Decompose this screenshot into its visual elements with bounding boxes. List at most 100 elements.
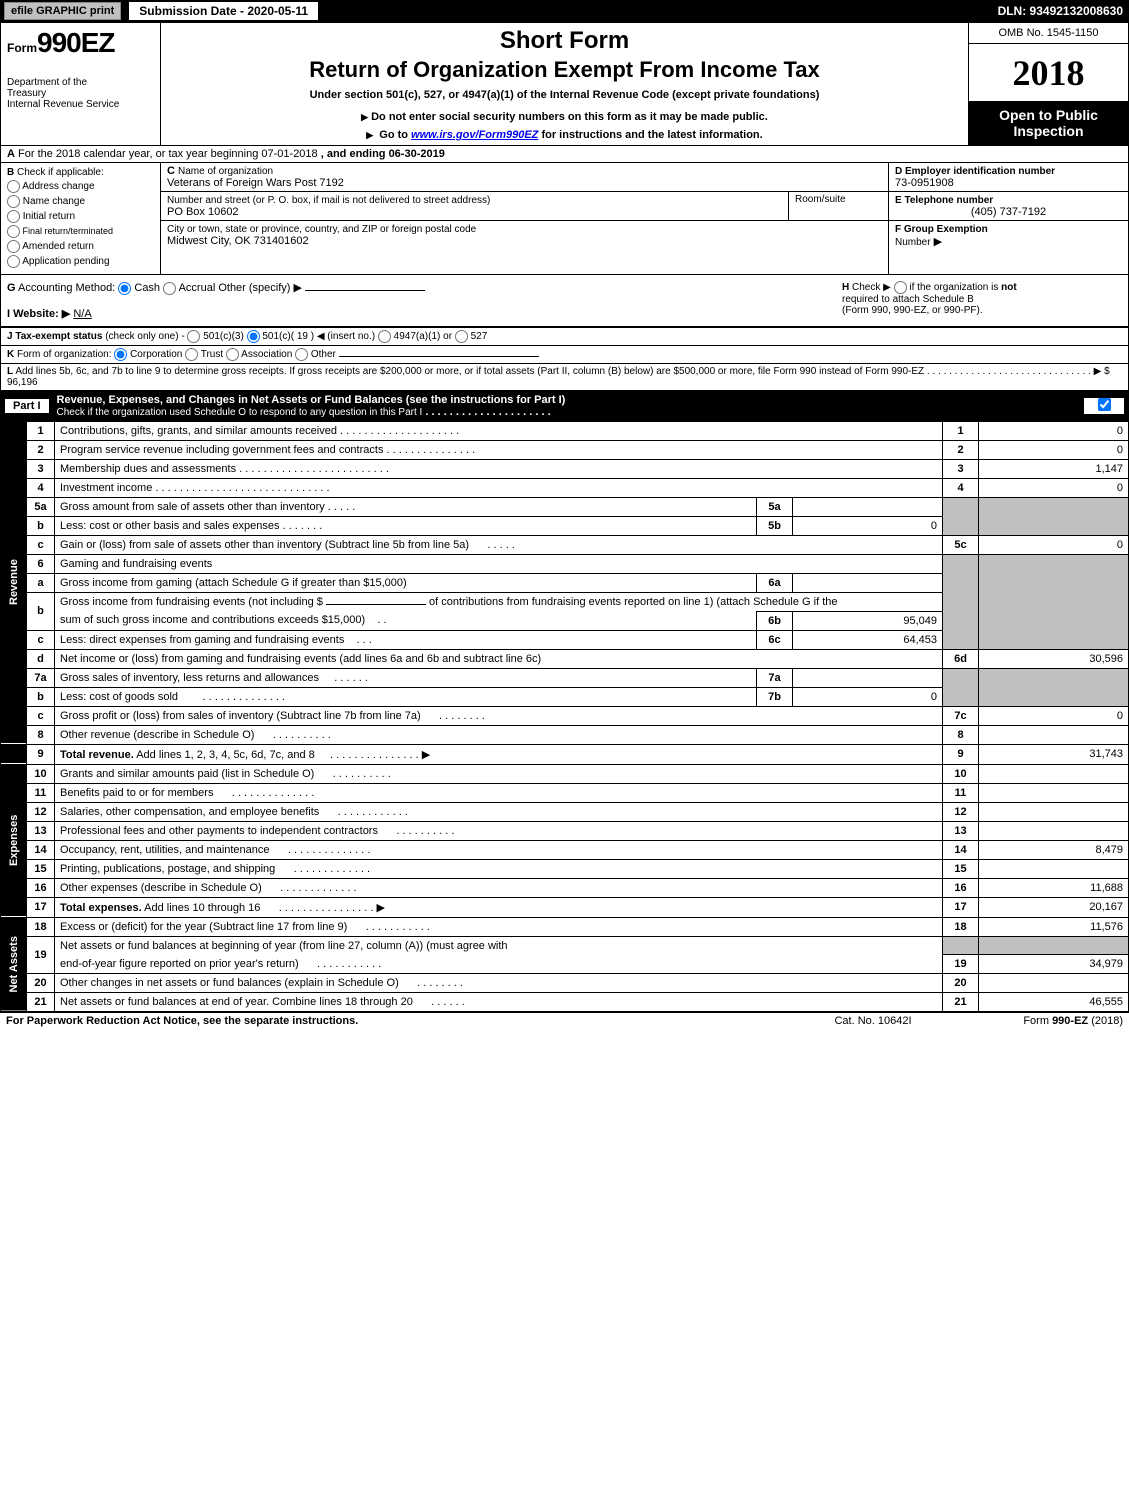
line-17-amt: 20,167 <box>979 897 1129 917</box>
lines-table: Revenue 1 Contributions, gifts, grants, … <box>0 421 1129 1013</box>
line-12-num: 12 <box>27 802 55 821</box>
line-11-num: 11 <box>27 783 55 802</box>
part1-checkbox[interactable] <box>1098 398 1111 411</box>
radio-4947[interactable] <box>378 330 391 343</box>
line-6c-desc: Less: direct expenses from gaming and fu… <box>55 630 757 649</box>
top-bar-left: efile GRAPHIC print Submission Date - 20… <box>0 1 998 21</box>
line-5a-num: 5a <box>27 497 55 516</box>
line-20-totnum: 20 <box>943 974 979 993</box>
footer-mid: Cat. No. 10642I <box>783 1015 963 1027</box>
table-row: 4 Investment income . . . . . . . . . . … <box>1 478 1129 497</box>
line-10-desc: Grants and similar amounts paid (list in… <box>55 764 943 783</box>
opt-initial-label: Initial return <box>23 211 75 222</box>
line-13-amt <box>979 821 1129 840</box>
opt-amended[interactable]: Amended return <box>7 240 154 253</box>
radio-corp[interactable] <box>114 348 127 361</box>
opt-final[interactable]: Final return/terminated <box>7 225 154 238</box>
sidelabel-revenue: Revenue <box>1 421 27 744</box>
radio-other[interactable] <box>295 348 308 361</box>
radio-cash[interactable] <box>118 282 131 295</box>
line-13-num: 13 <box>27 821 55 840</box>
line-14-desc: Occupancy, rent, utilities, and maintena… <box>55 840 943 859</box>
line-16-desc: Other expenses (describe in Schedule O) … <box>55 878 943 897</box>
opt-final-label: Final return/terminated <box>23 226 114 236</box>
line-6d-amt: 30,596 <box>979 649 1129 668</box>
table-row: 5a Gross amount from sale of assets othe… <box>1 497 1129 516</box>
line-21-num: 21 <box>27 993 55 1012</box>
other-specify-field[interactable] <box>305 290 425 291</box>
j-label: J Tax-exempt status <box>7 331 102 342</box>
line-5b-desc: Less: cost or other basis and sales expe… <box>55 516 757 535</box>
radio-trust[interactable] <box>185 348 198 361</box>
row-k: K Form of organization: Corporation Trus… <box>0 346 1129 364</box>
opt-initial[interactable]: Initial return <box>7 210 154 223</box>
radio-address[interactable] <box>7 180 20 193</box>
j-opt4: 527 <box>471 331 488 342</box>
table-row: 6 Gaming and fundraising events <box>1 554 1129 573</box>
open-to-public: Open to Public Inspection <box>969 101 1128 145</box>
radio-h[interactable] <box>894 281 907 294</box>
radio-initial[interactable] <box>7 210 20 223</box>
k-text: Form of organization: <box>17 349 112 360</box>
radio-501c3[interactable] <box>187 330 200 343</box>
table-row: 14 Occupancy, rent, utilities, and maint… <box>1 840 1129 859</box>
line-6-num: 6 <box>27 554 55 573</box>
line-6-desc: Gaming and fundraising events <box>55 554 943 573</box>
radio-pending[interactable] <box>7 255 20 268</box>
i-label: I Website: ▶ <box>7 308 70 320</box>
short-form-title: Short Form <box>169 27 960 55</box>
h-text1: Check ▶ <box>852 282 891 293</box>
radio-assoc[interactable] <box>226 348 239 361</box>
row-h: H Check ▶ if the organization is not req… <box>842 281 1122 320</box>
part1-checkbox-cell <box>1084 398 1124 414</box>
line-18-desc: Excess or (deficit) for the year (Subtra… <box>55 917 943 936</box>
goto-suffix: for instructions and the latest informat… <box>538 129 762 141</box>
radio-name[interactable] <box>7 195 20 208</box>
line-3-num: 3 <box>27 459 55 478</box>
j-opt3: 4947(a)(1) or <box>394 331 452 342</box>
table-row: 15 Printing, publications, postage, and … <box>1 859 1129 878</box>
sidelabel-rev-end <box>1 744 27 764</box>
grey-cell <box>979 554 1129 649</box>
line-20-num: 20 <box>27 974 55 993</box>
check-if: Check if applicable: <box>17 167 104 178</box>
line-5a-sub: 5a <box>757 497 793 516</box>
grey-cell <box>979 668 1129 706</box>
c-label: C <box>167 165 175 177</box>
line-7c-totnum: 7c <box>943 706 979 725</box>
opt-address[interactable]: Address change <box>7 180 154 193</box>
line-7c-amt: 0 <box>979 706 1129 725</box>
radio-accrual[interactable] <box>163 282 176 295</box>
efile-print-button[interactable]: efile GRAPHIC print <box>4 2 121 20</box>
opt-address-label: Address change <box>22 181 94 192</box>
goto-link[interactable]: www.irs.gov/Form990EZ <box>411 129 538 141</box>
under-section: Under section 501(c), 527, or 4947(a)(1)… <box>169 89 960 101</box>
radio-501c[interactable] <box>247 330 260 343</box>
line-16-amt: 11,688 <box>979 878 1129 897</box>
line-6b-blank[interactable] <box>326 604 426 605</box>
table-row: 16 Other expenses (describe in Schedule … <box>1 878 1129 897</box>
line-21-totnum: 21 <box>943 993 979 1012</box>
table-row: 13 Professional fees and other payments … <box>1 821 1129 840</box>
line-9-amt: 31,743 <box>979 744 1129 764</box>
k-other-field[interactable] <box>339 356 539 357</box>
opt-pending[interactable]: Application pending <box>7 255 154 268</box>
line-8-num: 8 <box>27 725 55 744</box>
line-6a-num: a <box>27 573 55 592</box>
goto-prefix: Go to <box>379 129 411 141</box>
dept-line3: Internal Revenue Service <box>7 99 154 110</box>
table-row: 17 Total expenses. Add lines 10 through … <box>1 897 1129 917</box>
k-assoc: Association <box>241 349 292 360</box>
line-15-desc: Printing, publications, postage, and shi… <box>55 859 943 878</box>
line-8-totnum: 8 <box>943 725 979 744</box>
footer-left: For Paperwork Reduction Act Notice, see … <box>6 1015 783 1027</box>
f-label: F Group Exemption <box>895 224 988 235</box>
radio-final[interactable] <box>7 225 20 238</box>
line-6a-sub: 6a <box>757 573 793 592</box>
radio-amended[interactable] <box>7 240 20 253</box>
col-e: E Telephone number (405) 737-7192 <box>889 192 1128 221</box>
h-not: not <box>1001 282 1017 293</box>
radio-527[interactable] <box>455 330 468 343</box>
opt-name[interactable]: Name change <box>7 195 154 208</box>
line-15-amt <box>979 859 1129 878</box>
